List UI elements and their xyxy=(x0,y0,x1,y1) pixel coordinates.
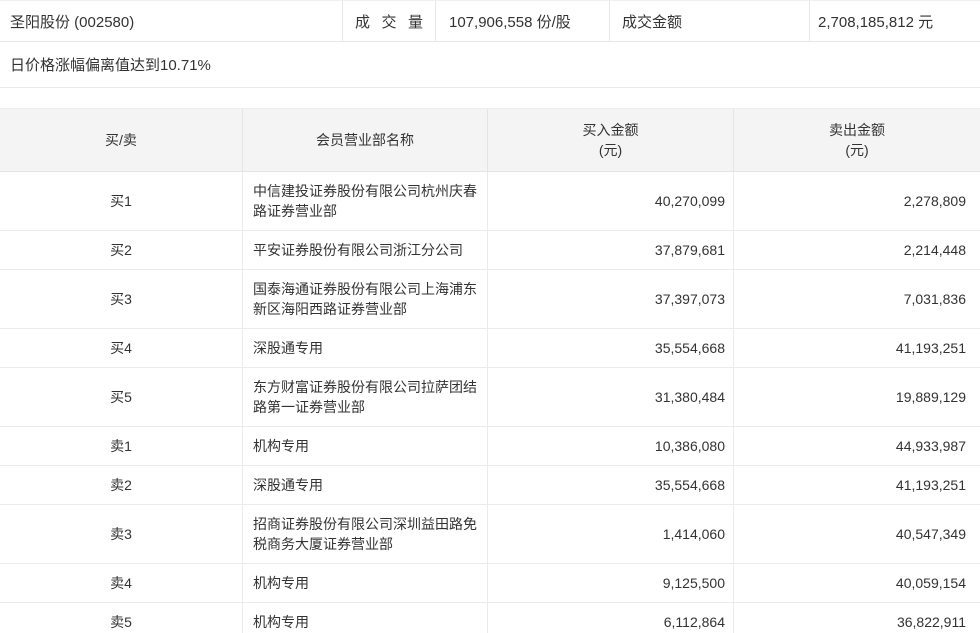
branch-cell: 深股通专用 xyxy=(243,466,488,504)
side-cell: 卖4 xyxy=(0,564,243,602)
buy-amount-cell: 6,112,864 xyxy=(488,603,734,633)
sell-amount-cell: 7,031,836 xyxy=(903,291,966,307)
table-row-sell1: 卖1 机构专用 10,386,080 44,933,987 xyxy=(0,427,980,466)
sell-amount-cell: 40,547,349 xyxy=(895,526,966,542)
side-cell: 买2 xyxy=(0,231,243,269)
stock-title: 圣阳股份 (002580) xyxy=(0,1,343,41)
buy-amount-cell: 37,397,073 xyxy=(488,270,734,328)
table-row-buy4: 买4 深股通专用 35,554,668 41,193,251 xyxy=(0,329,980,368)
sell-amount-cell: 19,889,129 xyxy=(895,389,966,405)
table-row-sell2: 卖2 深股通专用 35,554,668 41,193,251 xyxy=(0,466,980,505)
buy-amount-cell: 40,270,099 xyxy=(488,172,734,230)
sell-amount-cell: 41,193,251 xyxy=(895,477,966,493)
buy-amount-cell: 35,554,668 xyxy=(488,329,734,367)
side-cell: 卖3 xyxy=(0,505,243,563)
buy-amount-cell: 37,879,681 xyxy=(488,231,734,269)
turnover-label: 成交金额 xyxy=(610,1,810,41)
side-cell: 买4 xyxy=(0,329,243,367)
spacer xyxy=(0,88,980,108)
table-row-buy1: 买1 中信建投证券股份有限公司杭州庆春路证券营业部 40,270,099 2,2… xyxy=(0,172,980,231)
sell-amount-cell: 36,822,911 xyxy=(896,614,966,630)
table-row-buy2: 买2 平安证券股份有限公司浙江分公司 37,879,681 2,214,448 xyxy=(0,231,980,270)
stock-summary-bar: 圣阳股份 (002580) 成交量 107,906,558 份/股 成交金额 2… xyxy=(0,0,980,42)
broker-table: 买/卖 会员营业部名称 买入金额 (元) 卖出金额 (元) 买1 中信建投证券股… xyxy=(0,108,980,633)
table-row-sell5: 卖5 机构专用 6,112,864 36,822,911 xyxy=(0,603,980,633)
table-header-row: 买/卖 会员营业部名称 买入金额 (元) 卖出金额 (元) xyxy=(0,108,980,172)
sell-amount-cell: 40,059,154 xyxy=(895,575,966,591)
table-row-sell4: 卖4 机构专用 9,125,500 40,059,154 xyxy=(0,564,980,603)
side-cell: 卖1 xyxy=(0,427,243,465)
sell-amount-cell: 41,193,251 xyxy=(895,340,966,356)
branch-cell: 深股通专用 xyxy=(243,329,488,367)
sell-amount-cell: 2,214,448 xyxy=(903,242,966,258)
buy-amount-cell: 35,554,668 xyxy=(488,466,734,504)
branch-cell: 国泰海通证券股份有限公司上海浦东新区海阳西路证券营业部 xyxy=(243,270,488,328)
branch-cell: 中信建投证券股份有限公司杭州庆春路证券营业部 xyxy=(243,172,488,230)
turnover-value: 2,708,185,812 元 xyxy=(818,13,934,31)
branch-cell: 机构专用 xyxy=(243,564,488,602)
buy-amount-cell: 1,414,060 xyxy=(488,505,734,563)
volume-value: 107,906,558 份/股 xyxy=(436,1,610,41)
volume-label: 成交量 xyxy=(355,13,423,31)
table-row-buy3: 买3 国泰海通证券股份有限公司上海浦东新区海阳西路证券营业部 37,397,07… xyxy=(0,270,980,329)
column-header-sell-amount: 卖出金额 (元) xyxy=(829,122,885,158)
table-row-sell3: 卖3 招商证券股份有限公司深圳益田路免税商务大厦证券营业部 1,414,060 … xyxy=(0,505,980,564)
branch-cell: 机构专用 xyxy=(243,603,488,633)
sell-amount-cell: 44,933,987 xyxy=(895,438,966,454)
buy-amount-cell: 31,380,484 xyxy=(488,368,734,426)
table-row-buy5: 买5 东方财富证券股份有限公司拉萨团结路第一证券营业部 31,380,484 1… xyxy=(0,368,980,427)
branch-cell: 平安证券股份有限公司浙江分公司 xyxy=(243,231,488,269)
buy-amount-cell: 9,125,500 xyxy=(488,564,734,602)
side-cell: 买5 xyxy=(0,368,243,426)
column-header-side: 买/卖 xyxy=(0,109,243,171)
side-cell: 卖2 xyxy=(0,466,243,504)
branch-cell: 机构专用 xyxy=(243,427,488,465)
column-header-branch: 会员营业部名称 xyxy=(243,109,488,171)
buy-amount-cell: 10,386,080 xyxy=(488,427,734,465)
side-cell: 卖5 xyxy=(0,603,243,633)
side-cell: 买3 xyxy=(0,270,243,328)
volume-label-cell: 成交量 xyxy=(343,1,436,41)
side-cell: 买1 xyxy=(0,172,243,230)
price-deviation-notice: 日价格涨幅偏离值达到10.71% xyxy=(0,42,980,88)
branch-cell: 招商证券股份有限公司深圳益田路免税商务大厦证券营业部 xyxy=(243,505,488,563)
branch-cell: 东方财富证券股份有限公司拉萨团结路第一证券营业部 xyxy=(243,368,488,426)
column-header-buy-amount: 买入金额 (元) xyxy=(488,109,734,171)
sell-amount-cell: 2,278,809 xyxy=(903,193,966,209)
